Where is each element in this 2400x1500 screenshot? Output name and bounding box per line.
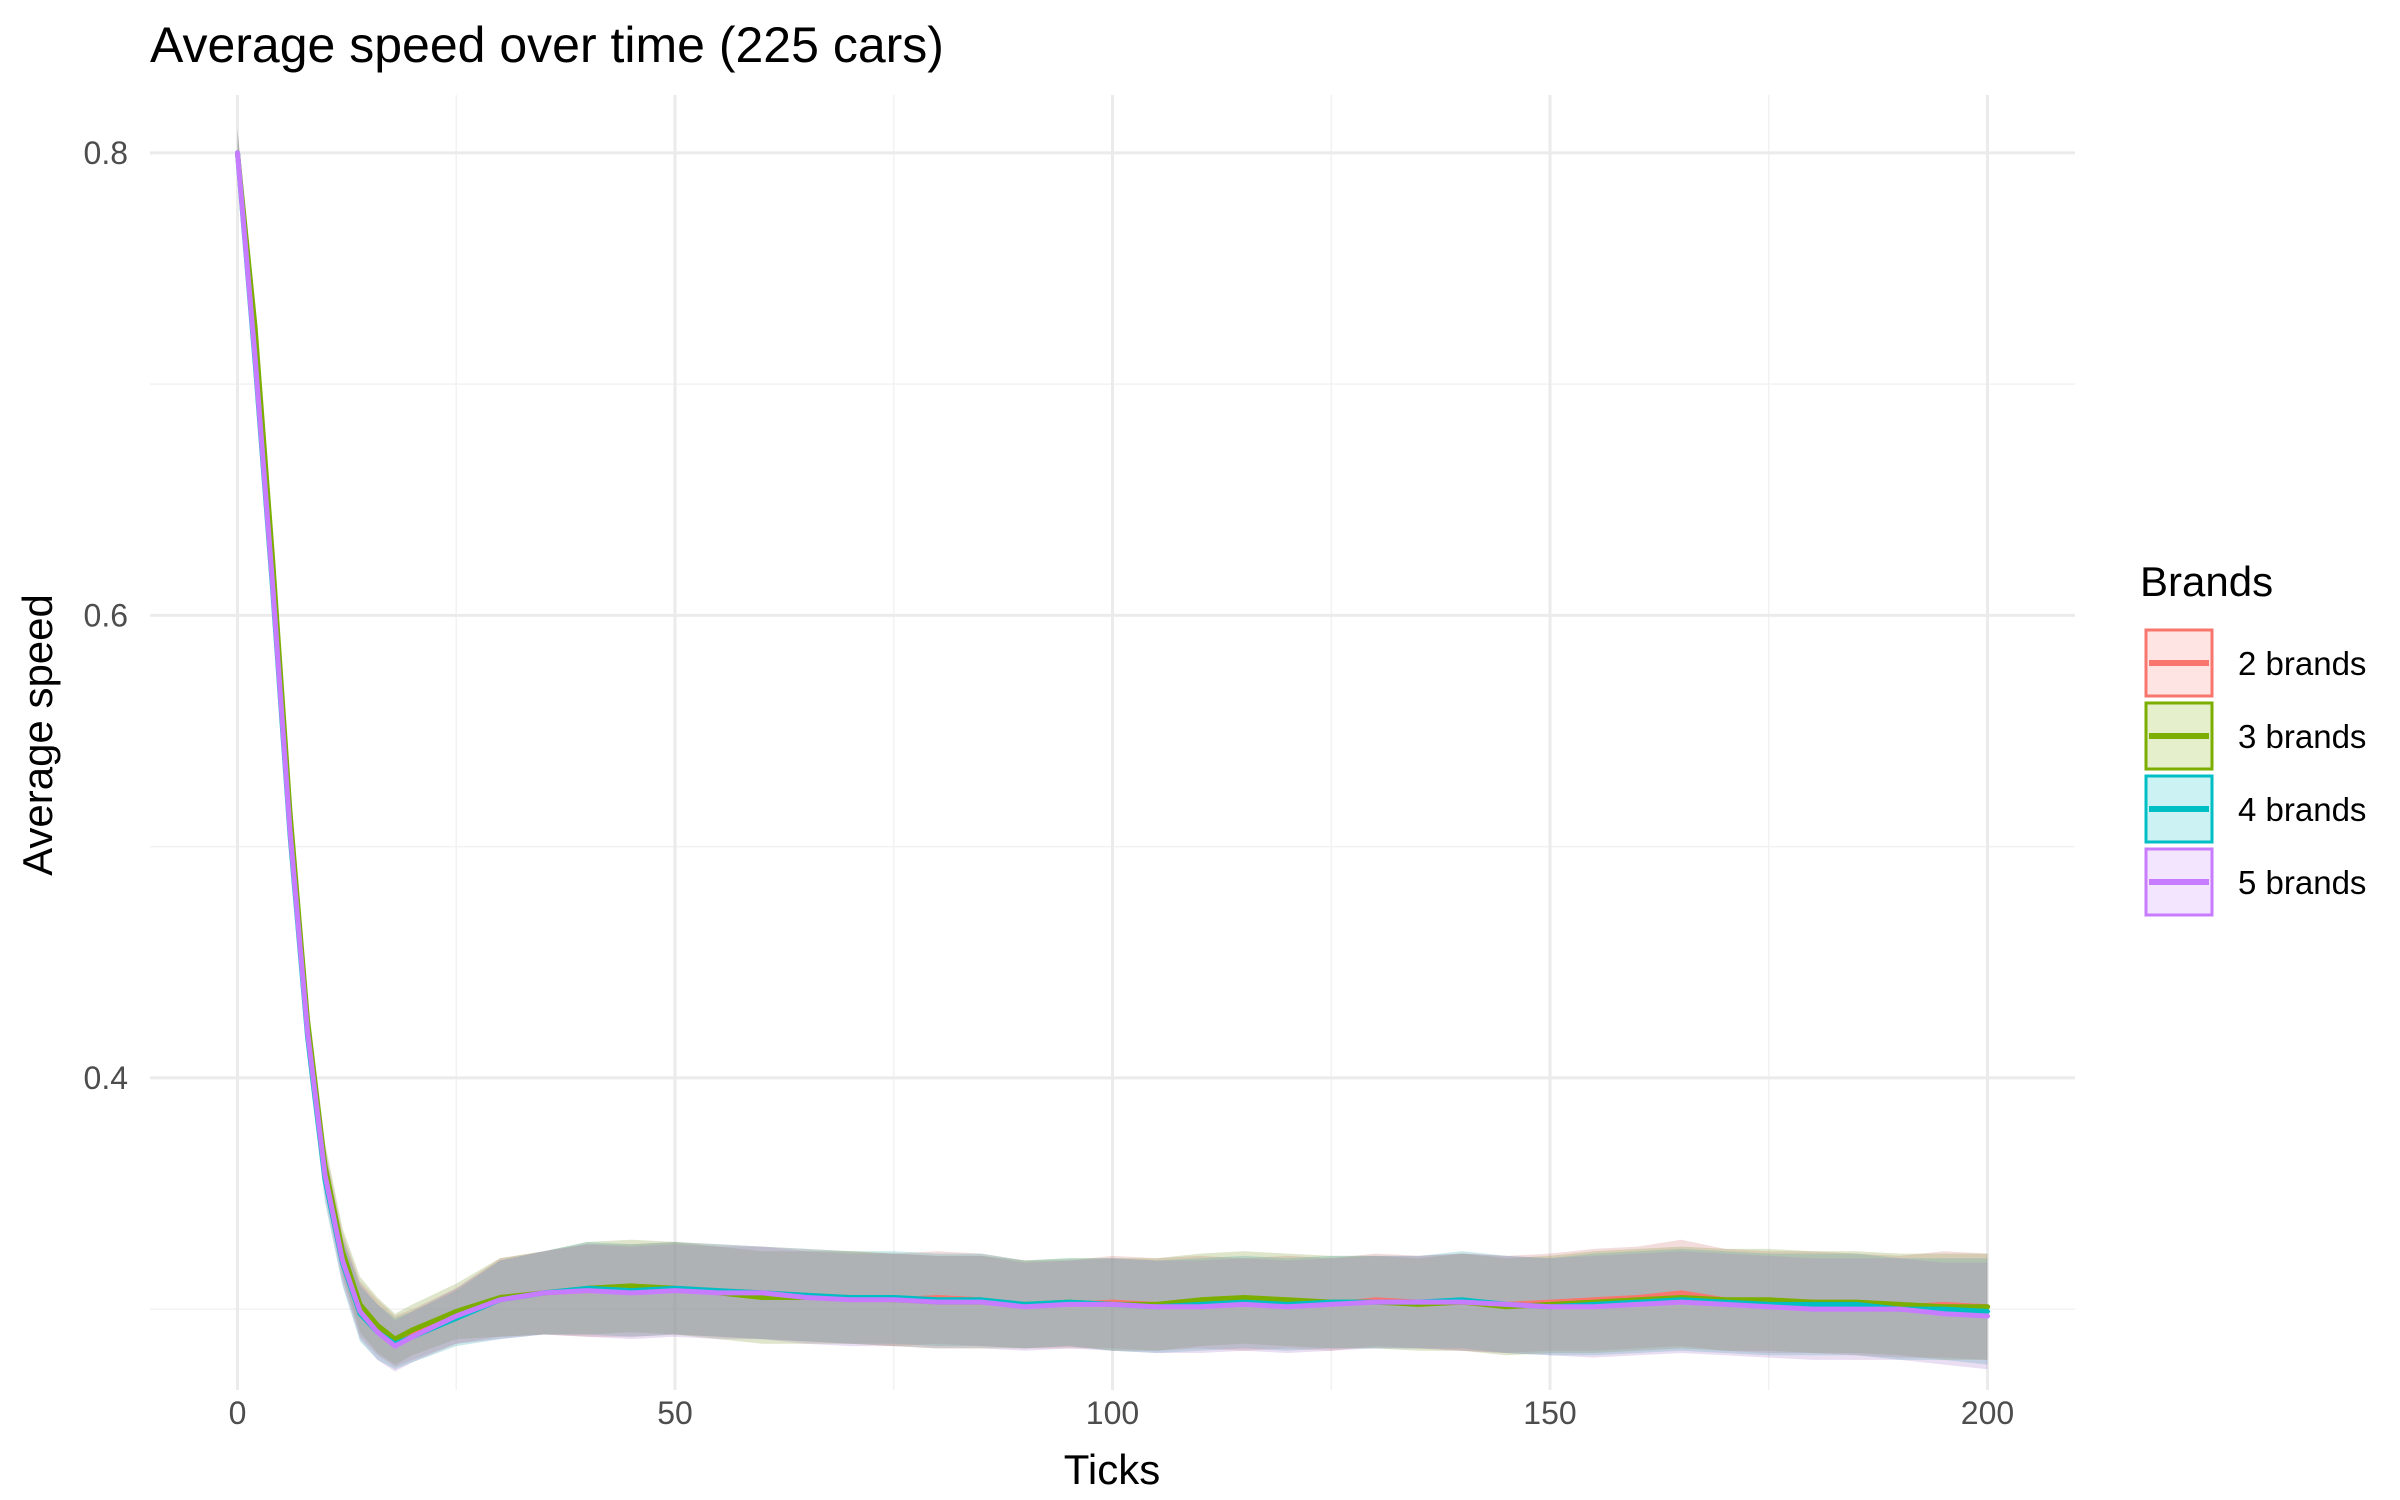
- grid: [150, 95, 2075, 1390]
- legend-label: 2 brands: [2238, 645, 2366, 682]
- x-axis-ticks: 0 50 100 150 200: [229, 1395, 2015, 1431]
- x-tick-label: 150: [1523, 1395, 1576, 1431]
- legend-label: 4 brands: [2238, 791, 2366, 828]
- x-tick-label: 100: [1086, 1395, 1139, 1431]
- x-tick-label: 50: [657, 1395, 693, 1431]
- legend: Brands 2 brands 3 brands 4 brands 5 brands: [2140, 558, 2366, 917]
- legend-label: 5 brands: [2238, 864, 2366, 901]
- x-axis-title: Ticks: [1064, 1446, 1160, 1493]
- series-line-4: [235, 150, 1990, 1349]
- legend-label: 3 brands: [2238, 718, 2366, 755]
- x-tick-label: 0: [229, 1395, 247, 1431]
- y-tick-label: 0.8: [84, 135, 128, 171]
- y-axis-title: Average speed: [14, 594, 61, 876]
- y-axis-ticks: 0.4 0.6 0.8: [84, 135, 128, 1096]
- series-lines: [235, 150, 1990, 1349]
- y-tick-label: 0.4: [84, 1060, 128, 1096]
- legend-title: Brands: [2140, 558, 2273, 605]
- x-tick-label: 200: [1961, 1395, 2014, 1431]
- chart-title: Average speed over time (225 cars): [150, 17, 944, 73]
- y-tick-label: 0.6: [84, 597, 128, 633]
